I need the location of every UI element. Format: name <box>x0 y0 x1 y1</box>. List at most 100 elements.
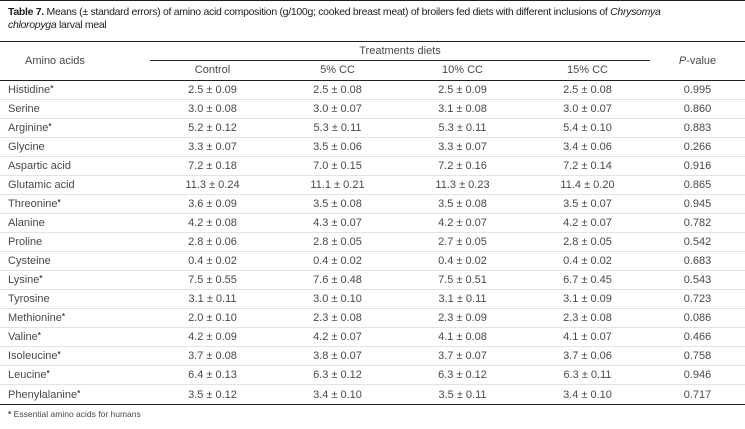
value-cell: 2.5 ± 0.08 <box>313 84 362 96</box>
value-cell: 3.3 ± 0.07 <box>438 141 487 153</box>
footnote-text: Essential amino acids for humans <box>11 409 141 419</box>
caption-text: Means (± standard errors) of amino acid … <box>43 6 611 18</box>
table-row: Valine* 4.2 ± 0.09 4.2 ± 0.07 4.1 ± 0.08… <box>0 328 745 347</box>
table-caption: Table 7. Means (± standard errors) of am… <box>0 1 745 41</box>
pvalue-cell: 0.883 <box>683 122 712 134</box>
value-cell: 5.3 ± 0.11 <box>438 122 487 134</box>
value-cell: 3.4 ± 0.10 <box>563 388 612 401</box>
value-cell: 2.0 ± 0.10 <box>188 312 237 324</box>
table-row: Glycine 3.3 ± 0.07 3.5 ± 0.06 3.3 ± 0.07… <box>0 138 745 157</box>
pvalue-cell: 0.542 <box>683 236 712 248</box>
value-cell: 3.1 ± 0.09 <box>563 293 612 305</box>
essential-marker: * <box>46 369 50 378</box>
value-cell: 4.2 ± 0.07 <box>438 217 487 229</box>
amino-acid-name: Valine* <box>8 331 41 343</box>
essential-marker: * <box>77 388 81 398</box>
value-cell: 3.5 ± 0.11 <box>438 388 487 401</box>
value-cell: 2.5 ± 0.08 <box>563 84 612 96</box>
table-body: Histidine* 2.5 ± 0.09 2.5 ± 0.08 2.5 ± 0… <box>0 81 745 405</box>
amino-acid-name: Methionine* <box>8 312 65 324</box>
value-cell: 0.4 ± 0.02 <box>438 255 487 267</box>
amino-acid-name: Glycine <box>8 141 45 153</box>
value-cell: 6.3 ± 0.11 <box>563 369 612 381</box>
column-header-pvalue: P -value <box>650 42 745 80</box>
value-cell: 7.2 ± 0.16 <box>438 160 487 172</box>
amino-acid-name: Histidine* <box>8 84 54 96</box>
table-row: Alanine 4.2 ± 0.08 4.3 ± 0.07 4.2 ± 0.07… <box>0 214 745 233</box>
species-name-part2: chloropyga <box>8 19 57 31</box>
amino-acid-name: Leucine* <box>8 369 50 381</box>
value-cell: 3.5 ± 0.07 <box>563 198 612 210</box>
value-cell: 3.7 ± 0.08 <box>188 350 237 362</box>
table-row: Histidine* 2.5 ± 0.09 2.5 ± 0.08 2.5 ± 0… <box>0 81 745 100</box>
value-cell: 3.1 ± 0.11 <box>188 293 237 305</box>
amino-acid-name: Arginine* <box>8 122 52 134</box>
table-row: Leucine* 6.4 ± 0.13 6.3 ± 0.12 6.3 ± 0.1… <box>0 366 745 385</box>
pvalue-cell: 0.466 <box>683 331 712 343</box>
column-group-header-treatments-diets: Treatments diets <box>150 42 650 61</box>
value-cell: 3.0 ± 0.07 <box>563 103 612 115</box>
pvalue-cell: 0.723 <box>683 293 712 305</box>
value-cell: 6.4 ± 0.13 <box>188 369 237 381</box>
table-row: Methionine* 2.0 ± 0.10 2.3 ± 0.08 2.3 ± … <box>0 309 745 328</box>
value-cell: 2.5 ± 0.09 <box>188 84 237 96</box>
table-footnote: * Essential amino acids for humans <box>0 405 745 419</box>
table-row: Tyrosine 3.1 ± 0.11 3.0 ± 0.10 3.1 ± 0.1… <box>0 290 745 309</box>
value-cell: 11.3 ± 0.24 <box>185 179 240 191</box>
amino-acid-name: Proline <box>8 236 43 248</box>
value-cell: 3.4 ± 0.10 <box>313 388 362 401</box>
amino-acid-name: Isoleucine* <box>8 350 61 362</box>
value-cell: 3.6 ± 0.09 <box>188 198 237 210</box>
amino-acid-name: Phenylalanine* <box>8 388 81 401</box>
value-cell: 7.6 ± 0.48 <box>313 274 362 286</box>
table-row: Threonine* 3.6 ± 0.09 3.5 ± 0.08 3.5 ± 0… <box>0 195 745 214</box>
table-row: Serine 3.0 ± 0.08 3.0 ± 0.07 3.1 ± 0.08 … <box>0 100 745 119</box>
caption-line-1: Table 7. Means (± standard errors) of am… <box>8 6 737 19</box>
value-cell: 2.3 ± 0.08 <box>313 312 362 324</box>
value-cell: 2.8 ± 0.05 <box>313 236 362 248</box>
value-cell: 3.8 ± 0.07 <box>313 350 362 362</box>
value-cell: 4.3 ± 0.07 <box>313 217 362 229</box>
value-cell: 0.4 ± 0.02 <box>563 255 612 267</box>
value-cell: 6.7 ± 0.45 <box>563 274 612 286</box>
value-cell: 4.2 ± 0.08 <box>188 217 237 229</box>
value-cell: 2.3 ± 0.09 <box>438 312 487 324</box>
table-row: Arginine* 5.2 ± 0.12 5.3 ± 0.11 5.3 ± 0.… <box>0 119 745 138</box>
value-cell: 7.0 ± 0.15 <box>313 160 362 172</box>
table-row: Isoleucine* 3.7 ± 0.08 3.8 ± 0.07 3.7 ± … <box>0 347 745 366</box>
amino-acid-name: Glutamic acid <box>8 179 75 191</box>
column-header-10cc: 10% CC <box>442 64 483 76</box>
value-cell: 7.2 ± 0.18 <box>188 160 237 172</box>
value-cell: 3.0 ± 0.07 <box>313 103 362 115</box>
pvalue-cell: 0.086 <box>683 312 712 324</box>
value-cell: 2.5 ± 0.09 <box>438 84 487 96</box>
pvalue-suffix: -value <box>686 55 717 67</box>
essential-marker: * <box>57 350 61 359</box>
value-cell: 3.7 ± 0.06 <box>563 350 612 362</box>
pvalue-cell: 0.266 <box>683 141 712 153</box>
value-cell: 4.1 ± 0.07 <box>563 331 612 343</box>
table-row: Aspartic acid 7.2 ± 0.18 7.0 ± 0.15 7.2 … <box>0 157 745 176</box>
pvalue-cell: 0.683 <box>683 255 712 267</box>
amino-acid-name: Serine <box>8 103 40 115</box>
pvalue-cell: 0.946 <box>683 369 712 381</box>
value-cell: 11.1 ± 0.21 <box>310 179 365 191</box>
value-cell: 5.4 ± 0.10 <box>563 122 612 134</box>
value-cell: 4.2 ± 0.07 <box>313 331 362 343</box>
table-row: Glutamic acid 11.3 ± 0.24 11.1 ± 0.21 11… <box>0 176 745 195</box>
essential-marker: * <box>39 274 43 283</box>
essential-marker: * <box>57 198 61 207</box>
table-header: Amino acids Treatments diets Control 5% … <box>0 41 745 81</box>
pvalue-cell: 0.945 <box>683 198 712 210</box>
column-header-amino-acids: Amino acids <box>25 55 85 67</box>
value-cell: 6.3 ± 0.12 <box>313 369 362 381</box>
pvalue-cell: 0.758 <box>683 350 712 362</box>
pvalue-cell: 0.543 <box>683 274 712 286</box>
amino-acid-name: Threonine* <box>8 198 61 210</box>
value-cell: 0.4 ± 0.02 <box>188 255 237 267</box>
value-cell: 11.3 ± 0.23 <box>435 179 490 191</box>
table-row: Cysteine 0.4 ± 0.02 0.4 ± 0.02 0.4 ± 0.0… <box>0 252 745 271</box>
value-cell: 2.8 ± 0.05 <box>563 236 612 248</box>
pvalue-cell: 0.717 <box>683 388 712 401</box>
column-header-15cc: 15% CC <box>567 64 608 76</box>
